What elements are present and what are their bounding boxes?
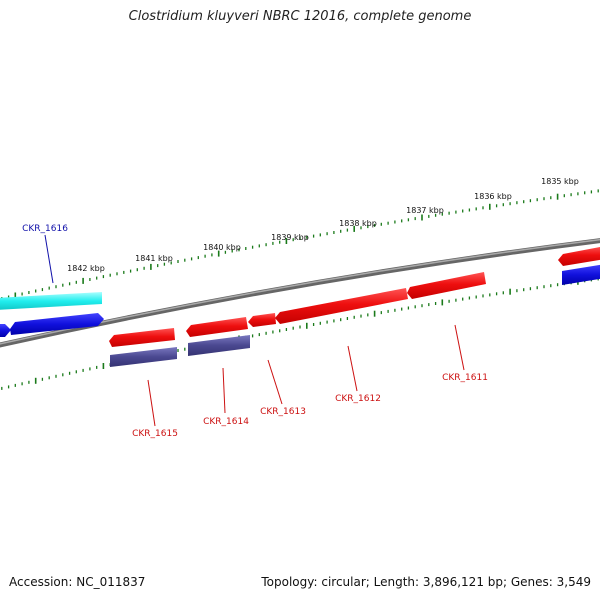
gene-label: CKR_1616 <box>22 224 68 234</box>
gene-leader-lines <box>44 234 465 427</box>
kbp-label: 1835 kbp <box>541 177 579 186</box>
kbp-labels: 1842 kbp 1841 kbp 1840 kbp 1839 kbp 1838 kbp… <box>67 177 579 273</box>
gene-arrow[interactable] <box>558 246 600 266</box>
map-title: Clostridium kluyveri NBRC 12016, complet… <box>128 9 472 24</box>
genome-summary: Topology: circular; Length: 3,896,121 bp… <box>261 575 591 589</box>
kbp-label: 1839 kbp <box>271 233 309 242</box>
gene-arrow[interactable] <box>186 317 248 337</box>
upper-tick-ring <box>1 189 599 300</box>
kbp-label: 1836 kbp <box>474 192 512 201</box>
accession-text: Accession: NC_011837 <box>9 575 146 589</box>
kbp-label: 1841 kbp <box>135 254 173 263</box>
gene-label: CKR_1615 <box>132 429 178 439</box>
gene-arrow[interactable] <box>0 292 102 310</box>
gene-label: CKR_1613 <box>260 407 306 417</box>
kbp-label: 1840 kbp <box>203 243 241 252</box>
reverse-strand-genes <box>110 264 600 367</box>
forward-strand-genes <box>0 246 600 347</box>
gene-arrow[interactable] <box>407 272 486 299</box>
kbp-label: 1838 kbp <box>339 219 377 228</box>
kbp-label: 1842 kbp <box>67 264 105 273</box>
gene-label: CKR_1614 <box>203 417 249 427</box>
gene-arrow[interactable] <box>275 288 408 324</box>
kbp-label: 1837 kbp <box>406 206 444 215</box>
gene-arrow[interactable] <box>10 313 104 335</box>
gene-arrow[interactable] <box>109 328 175 347</box>
gene-label: CKR_1611 <box>442 373 488 383</box>
gene-arrow[interactable] <box>110 347 177 367</box>
gene-arrow[interactable] <box>0 324 11 337</box>
gene-arrow[interactable] <box>188 335 250 356</box>
gene-label: CKR_1612 <box>335 394 381 404</box>
gene-arrow[interactable] <box>562 264 600 285</box>
gene-arrow[interactable] <box>248 313 276 327</box>
